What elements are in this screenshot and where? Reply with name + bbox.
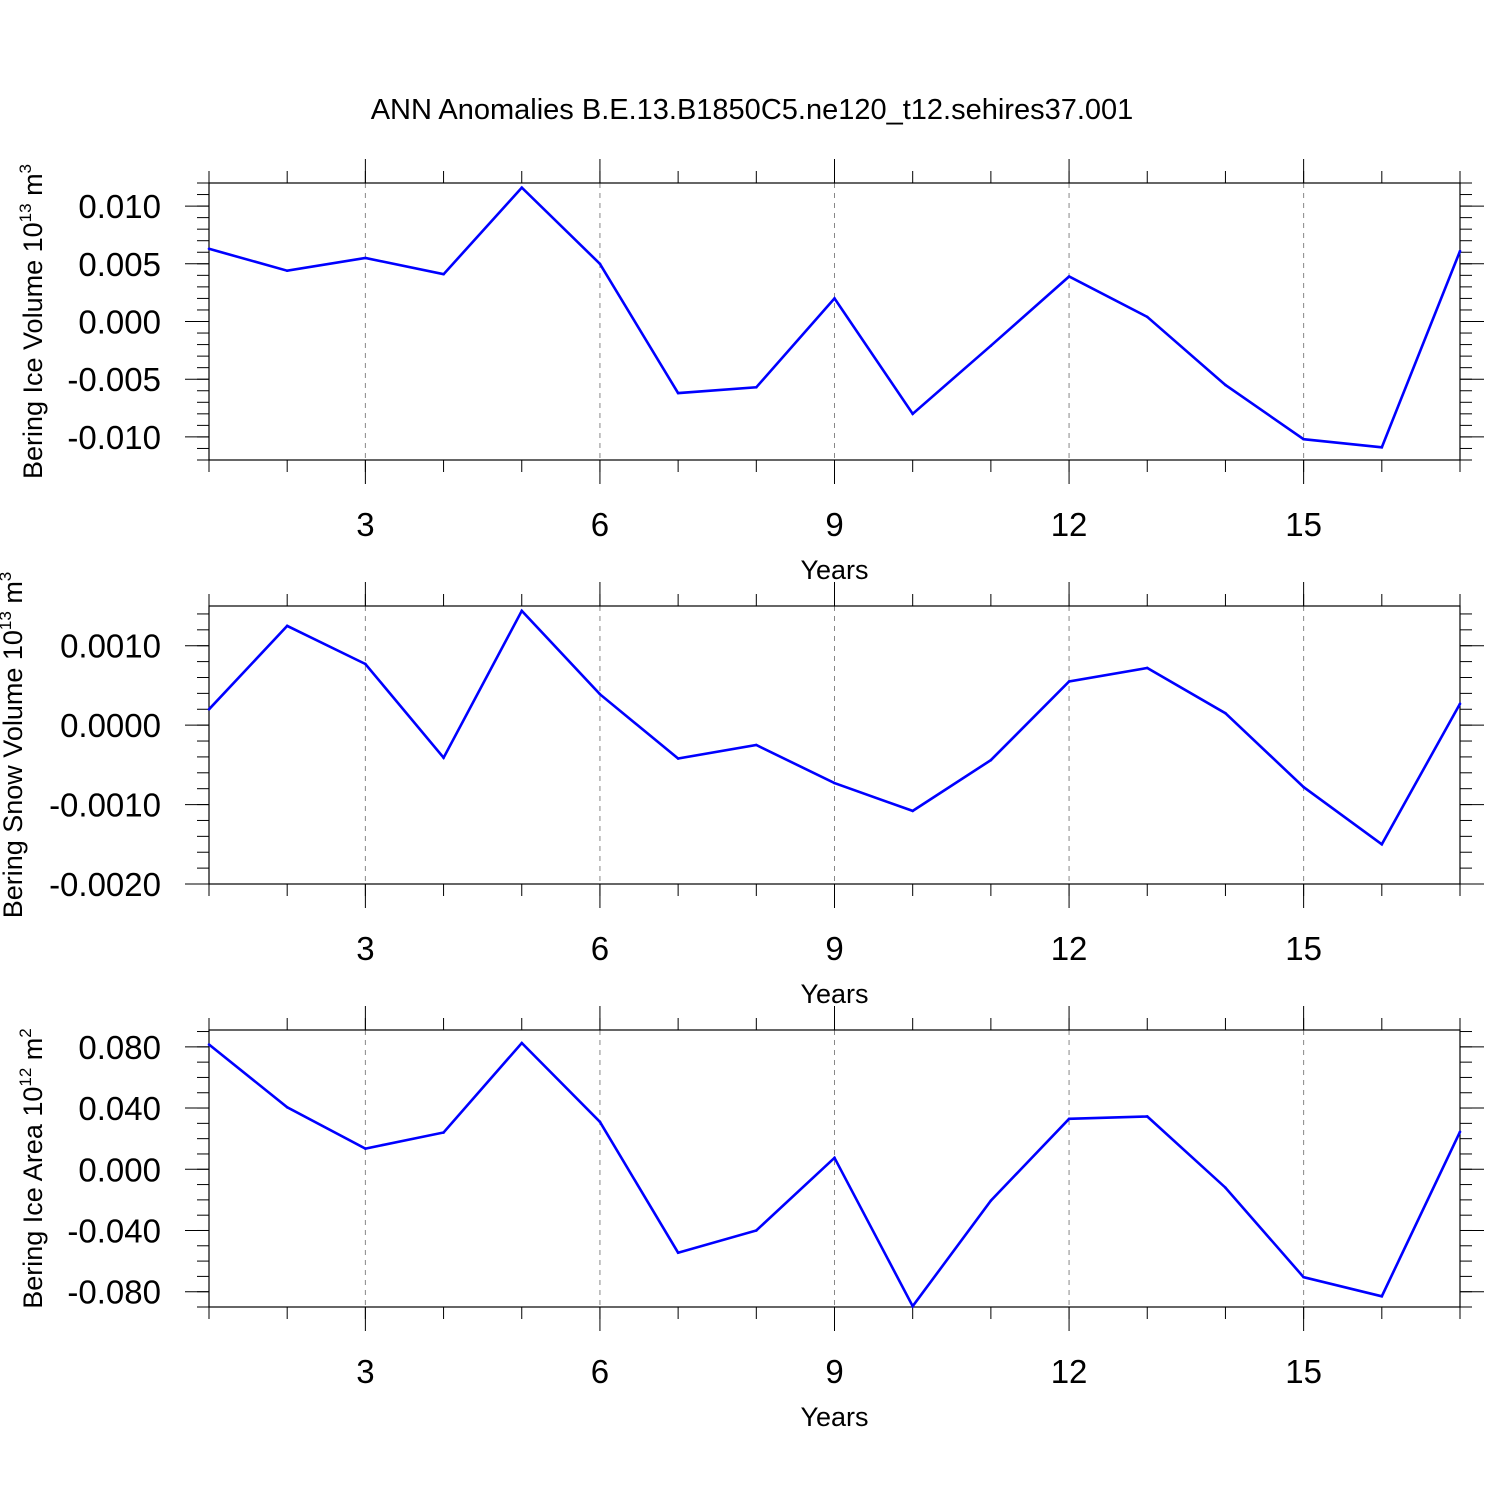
y-tick-label: -0.010 [67, 419, 161, 456]
data-point [207, 707, 211, 711]
data-point [285, 269, 289, 273]
x-tick-label: 3 [356, 506, 374, 543]
data-point [1224, 711, 1227, 715]
y-tick-label: -0.0010 [49, 787, 161, 824]
data-point [1380, 842, 1384, 846]
x-tick-label: 6 [591, 506, 609, 543]
data-point [1145, 1115, 1149, 1118]
data-point [989, 344, 993, 348]
x-tick-label: 3 [356, 930, 374, 967]
data-point [207, 1043, 211, 1046]
data-point [285, 1105, 289, 1109]
data-point [1067, 680, 1071, 683]
data-point [598, 692, 602, 696]
y-tick-label: -0.0020 [49, 866, 161, 903]
x-tick-label: 12 [1051, 1353, 1088, 1390]
data-point [207, 247, 211, 251]
data-point [520, 609, 524, 613]
data-point [364, 1147, 367, 1150]
data-point [755, 743, 758, 747]
data-point [1145, 666, 1149, 670]
data-point [285, 624, 289, 628]
data-point [520, 1041, 524, 1045]
data-point [911, 1304, 914, 1308]
data-point [442, 756, 445, 760]
x-tick-label: 6 [591, 930, 609, 967]
panel-1: 3 6 9 12 15 -0.010 -0.005 0.000 0.005 0.010 Years B… [16, 159, 1484, 585]
y-tick-label: 0.000 [78, 304, 161, 341]
x-tick-label: 12 [1051, 506, 1088, 543]
data-point [1458, 249, 1462, 253]
x-tick-label: 3 [356, 1353, 374, 1390]
x-tick-label: 9 [825, 506, 843, 543]
data-point [1380, 1294, 1384, 1298]
y-tick-label: 0.010 [78, 188, 161, 225]
data-point [676, 757, 680, 760]
panel-2: 3 6 9 12 15 -0.0020 -0.0010 0.0000 0.0010 Years Be… [0, 572, 1484, 1009]
y-axis-title: Bering Ice Area 1012 m2 [16, 1028, 48, 1309]
data-point [1224, 1186, 1227, 1189]
y-axis-title: Bering Ice Volume 1013 m3 [16, 164, 48, 479]
data-point [833, 297, 836, 300]
data-point [598, 262, 602, 266]
data-point [598, 1120, 602, 1124]
data-point [1067, 275, 1071, 278]
x-axis-title: Years [800, 1402, 868, 1432]
data-point [833, 1156, 836, 1160]
chart-panels: 3 6 9 12 15 -0.010 -0.005 0.000 0.005 0.010 Years B… [0, 159, 1484, 1432]
y-tick-label: 0.080 [78, 1029, 161, 1066]
data-point [1458, 1130, 1462, 1134]
data-point [442, 272, 445, 276]
y-tick-label: 0.0010 [60, 628, 161, 665]
x-tick-label: 15 [1285, 506, 1322, 543]
data-point [676, 1251, 680, 1254]
y-tick-label: 0.005 [78, 246, 161, 283]
y-axis-title: Bering Snow Volume 1013 m3 [0, 572, 28, 919]
data-point [364, 256, 367, 260]
x-axis-title: Years [800, 555, 868, 585]
panel-3: 3 6 9 12 15 -0.080 -0.040 0.000 0.040 0.080 Years B… [16, 1006, 1484, 1432]
data-point [442, 1131, 445, 1134]
data-point [676, 391, 680, 395]
y-tick-label: 0.040 [78, 1090, 161, 1127]
data-point [1067, 1117, 1071, 1121]
data-point [833, 781, 836, 785]
y-tick-label: -0.005 [67, 361, 161, 398]
x-tick-label: 6 [591, 1353, 609, 1390]
y-tick-label: -0.080 [67, 1274, 161, 1311]
data-point [1302, 437, 1305, 441]
x-tick-label: 9 [825, 930, 843, 967]
data-point [364, 662, 367, 666]
data-point [1145, 315, 1149, 319]
y-tick-label: -0.040 [67, 1212, 161, 1249]
chart-title: ANN Anomalies B.E.13.B1850C5.ne120_t12.s… [371, 94, 1134, 126]
data-point [911, 809, 914, 813]
x-tick-label: 15 [1285, 1353, 1322, 1390]
data-point [1302, 785, 1305, 789]
data-point [989, 758, 993, 762]
data-point [520, 186, 524, 189]
data-point [755, 1229, 758, 1232]
x-axis-title: Years [800, 979, 868, 1009]
data-point [1380, 446, 1384, 449]
data-point [1302, 1275, 1305, 1279]
data-point [1224, 383, 1227, 387]
y-tick-label: 0.0000 [60, 707, 161, 744]
y-tick-label: 0.000 [78, 1151, 161, 1188]
data-point [989, 1199, 993, 1202]
data-point [1458, 702, 1462, 705]
x-tick-label: 9 [825, 1353, 843, 1390]
data-point [755, 385, 758, 389]
data-point [911, 412, 914, 416]
x-tick-label: 12 [1051, 930, 1088, 967]
x-tick-label: 15 [1285, 930, 1322, 967]
